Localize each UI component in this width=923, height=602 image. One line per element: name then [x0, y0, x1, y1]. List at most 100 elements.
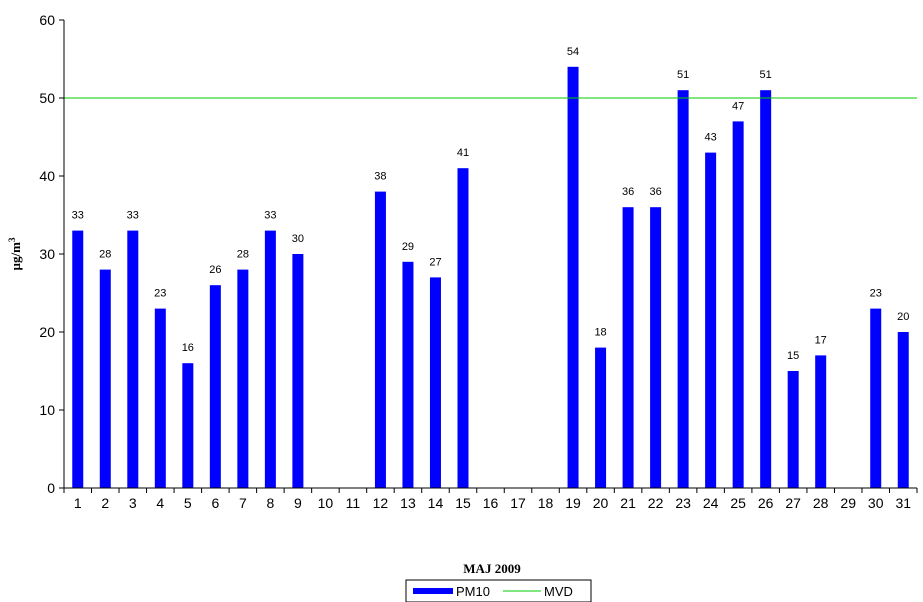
bar [870, 308, 882, 488]
data-label: 54 [567, 46, 579, 58]
x-tick-label: 15 [455, 495, 471, 511]
data-label: 18 [594, 327, 606, 339]
data-label: 33 [127, 210, 139, 222]
x-tick-label: 4 [156, 495, 164, 511]
x-tick-label: 29 [840, 495, 856, 511]
data-label: 15 [787, 350, 799, 362]
x-tick-label: 21 [620, 495, 636, 511]
bar [99, 269, 111, 488]
data-label: 47 [732, 100, 744, 112]
x-axis-ticks: 1 2 3 4 5 6 7 8 9 10 11 12 13 14 15 16 17 18 19 20 21 22 23 24 2… [63, 488, 918, 511]
y-tick-label: 30 [39, 246, 55, 262]
y-tick-label: 60 [39, 12, 55, 28]
data-label: 23 [870, 288, 882, 300]
data-label: 20 [897, 311, 909, 323]
bar [567, 66, 579, 489]
x-tick-label: 16 [483, 495, 499, 511]
data-label: 36 [622, 186, 634, 198]
data-label: 30 [292, 233, 304, 245]
data-label: 28 [99, 249, 111, 261]
x-tick-label: 9 [294, 495, 302, 511]
bar [760, 90, 772, 488]
data-label: 16 [182, 342, 194, 354]
data-labels: 33 28 33 23 16 26 28 33 30 38 29 27 41 54 18 36 36 51 43 47… [72, 46, 910, 362]
bar [72, 230, 84, 488]
x-tick-label: 8 [266, 495, 274, 511]
y-axis-title-text: µg/m [8, 242, 23, 271]
bar [292, 254, 304, 488]
bar [650, 207, 662, 488]
legend-box [405, 579, 592, 602]
data-label: 33 [72, 210, 84, 222]
data-label: 51 [677, 69, 689, 81]
x-tick-label: 12 [373, 495, 389, 511]
x-tick-label: 30 [868, 495, 884, 511]
x-tick-label: 6 [211, 495, 219, 511]
bar [815, 355, 827, 488]
bar [429, 277, 441, 488]
x-tick-label: 27 [785, 495, 801, 511]
y-tick-label: 20 [39, 324, 55, 340]
bar [374, 191, 386, 488]
x-tick-label: 24 [703, 495, 719, 511]
data-label: 17 [815, 334, 827, 346]
x-tick-label: 17 [510, 495, 526, 511]
x-axis-title: MAJ 2009 [463, 561, 521, 576]
bar [595, 347, 607, 488]
bar [622, 207, 634, 488]
bar [237, 269, 249, 488]
x-tick-label: 31 [895, 495, 911, 511]
legend-label-pm10: PM10 [456, 584, 490, 599]
y-tick-label: 0 [47, 480, 55, 496]
data-label: 26 [209, 264, 221, 276]
x-tick-label: 2 [101, 495, 109, 511]
data-label: 38 [374, 171, 386, 183]
x-tick-label: 1 [74, 495, 82, 511]
bar [127, 230, 139, 488]
data-label: 41 [457, 147, 469, 159]
legend-label-mvd: MVD [544, 584, 573, 599]
x-tick-label: 11 [346, 495, 361, 511]
bar [897, 332, 909, 488]
data-label: 43 [705, 132, 717, 144]
y-axis-title-superscript: 3 [7, 237, 17, 242]
x-tick-label: 5 [184, 495, 192, 511]
bar [705, 152, 717, 488]
bar [402, 261, 414, 488]
data-label: 29 [402, 241, 414, 253]
x-tick-label: 10 [318, 495, 334, 511]
x-tick-label: 19 [565, 495, 581, 511]
data-label: 36 [649, 186, 661, 198]
x-tick-label: 20 [593, 495, 609, 511]
y-tick-label: 10 [39, 402, 55, 418]
y-tick-label: 50 [39, 90, 55, 106]
y-axis-ticks: 0 10 20 30 40 50 60 [39, 12, 64, 496]
x-tick-label: 3 [129, 495, 137, 511]
x-tick-label: 28 [813, 495, 829, 511]
x-tick-label: 7 [239, 495, 247, 511]
x-tick-label: 18 [538, 495, 554, 511]
legend: PM10 MVD [405, 579, 592, 602]
bar [182, 363, 194, 488]
bar [787, 371, 799, 488]
data-label: 33 [264, 210, 276, 222]
bar [209, 285, 221, 488]
x-tick-label: 26 [758, 495, 774, 511]
bar-series-pm10 [72, 66, 909, 489]
y-axis-title: µg/m3 [7, 237, 23, 270]
data-label: 28 [237, 249, 249, 261]
x-tick-label: 22 [648, 495, 664, 511]
data-label: 23 [154, 288, 166, 300]
bar [732, 121, 744, 489]
data-label: 51 [760, 69, 772, 81]
bar [677, 90, 689, 488]
x-tick-label: 23 [675, 495, 691, 511]
y-tick-label: 40 [39, 168, 55, 184]
bar [264, 230, 276, 488]
x-tick-label: 13 [400, 495, 416, 511]
bar [154, 308, 166, 488]
x-tick-label: 14 [428, 495, 444, 511]
data-label: 27 [429, 256, 441, 268]
bar [457, 168, 469, 488]
